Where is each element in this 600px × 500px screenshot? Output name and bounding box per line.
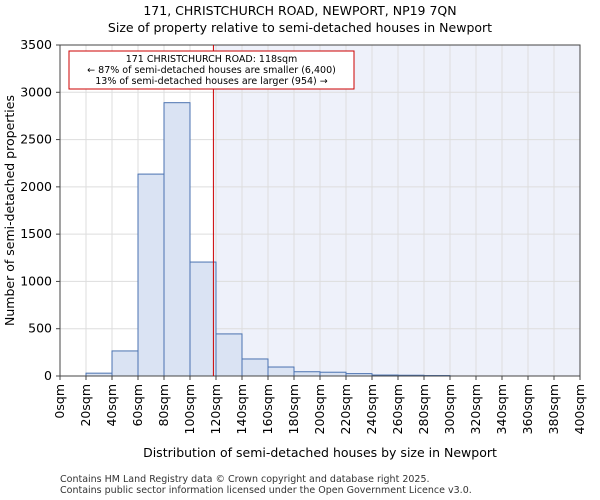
x-tick-label: 20sqm xyxy=(78,384,93,427)
footer-licence: Contains public sector information licen… xyxy=(60,485,472,496)
x-tick-label: 0sqm xyxy=(52,384,67,419)
x-tick-label: 240sqm xyxy=(364,384,379,434)
annotation-line-2: ← 87% of semi-detached houses are smalle… xyxy=(87,65,336,76)
x-tick-label: 40sqm xyxy=(104,384,119,427)
annotation-line-3: 13% of semi-detached houses are larger (… xyxy=(95,76,328,87)
histogram-bar xyxy=(241,358,269,377)
x-tick-label: 180sqm xyxy=(286,384,301,434)
y-axis-label: Number of semi-detached properties xyxy=(2,95,17,326)
y-tick-label: 500 xyxy=(28,321,52,336)
x-tick-label: 120sqm xyxy=(208,384,223,434)
y-tick-label: 1000 xyxy=(20,273,52,288)
x-tick-label: 340sqm xyxy=(494,384,509,434)
x-tick-label: 200sqm xyxy=(312,384,327,434)
annotation-box xyxy=(68,50,355,90)
x-axis-label: Distribution of semi-detached houses by … xyxy=(143,445,497,460)
chart-title-line2: Size of property relative to semi-detach… xyxy=(107,20,493,35)
y-tick-label: 2500 xyxy=(20,132,52,147)
y-tick-label: 3500 xyxy=(20,37,52,52)
x-tick-label: 60sqm xyxy=(130,384,145,427)
x-tick-label: 300sqm xyxy=(442,384,457,434)
y-tick-label: 3000 xyxy=(20,84,52,99)
x-tick-label: 100sqm xyxy=(182,384,197,434)
histogram-bar xyxy=(267,366,295,377)
x-tick-label: 260sqm xyxy=(390,384,405,434)
x-tick-label: 320sqm xyxy=(468,384,483,434)
footer-copyright: Contains HM Land Registry data © Crown c… xyxy=(60,474,430,485)
histogram-bar xyxy=(215,333,243,377)
histogram-bar xyxy=(293,371,321,377)
y-tick-label: 1500 xyxy=(20,226,52,241)
x-tick-label: 140sqm xyxy=(234,384,249,434)
x-tick-label: 380sqm xyxy=(546,384,561,434)
histogram-bar xyxy=(137,173,165,377)
chart-title-line1: 171, CHRISTCHURCH ROAD, NEWPORT, NP19 7Q… xyxy=(143,3,457,18)
histogram-bar xyxy=(111,350,139,377)
x-tick-label: 160sqm xyxy=(260,384,275,434)
larger-region-shade xyxy=(213,45,580,376)
x-tick-label: 400sqm xyxy=(572,384,587,434)
x-tick-label: 220sqm xyxy=(338,384,353,434)
histogram-bar xyxy=(319,371,347,377)
x-tick-label: 280sqm xyxy=(416,384,431,434)
histogram-bar xyxy=(189,261,217,377)
y-tick-label: 2000 xyxy=(20,179,52,194)
y-tick-label: 0 xyxy=(44,368,52,383)
x-tick-label: 80sqm xyxy=(156,384,171,427)
histogram-bar xyxy=(163,102,191,377)
annotation-line-1: 171 CHRISTCHURCH ROAD: 118sqm xyxy=(126,54,298,65)
x-tick-label: 360sqm xyxy=(520,384,535,434)
